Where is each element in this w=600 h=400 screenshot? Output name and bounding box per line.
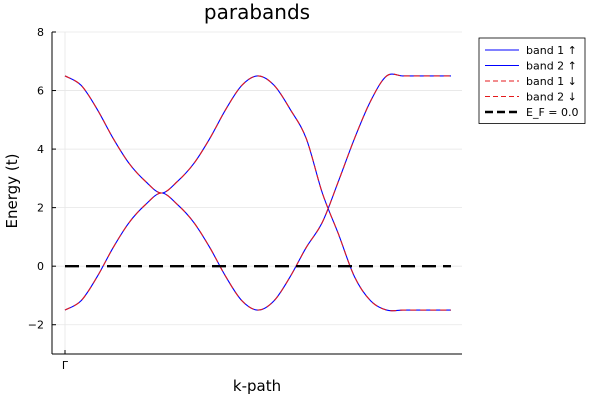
y-tick-label: 4 — [37, 143, 44, 156]
series-line-4 — [64, 75, 451, 312]
grid — [52, 31, 462, 354]
series-line-1 — [64, 73, 451, 311]
axes — [51, 31, 462, 355]
legend-label: band 1 ↑ — [526, 44, 577, 57]
chart-title: parabands — [204, 0, 310, 24]
x-tick-label: Γ — [62, 359, 69, 372]
series-line-3 — [64, 73, 451, 311]
y-axis-label: Energy (t) — [3, 154, 21, 229]
legend-label: E_F = 0.0 — [526, 106, 578, 119]
legend: band 1 ↑ band 2 ↑ band 1 ↓ band 2 ↓ E_F = 0.… — [478, 37, 586, 124]
legend-label: band 2 ↓ — [526, 91, 577, 104]
y-tick-label: 0 — [37, 260, 44, 273]
series-group — [64, 73, 451, 312]
y-tick-label: −2 — [28, 319, 44, 332]
y-tick-label: 6 — [37, 85, 44, 98]
legend-label: band 1 ↓ — [526, 75, 577, 88]
legend-label: band 2 ↑ — [526, 60, 577, 73]
series-line-2 — [64, 75, 451, 312]
y-tick-label: 8 — [37, 26, 44, 39]
x-axis-label: k-path — [233, 377, 281, 395]
y-tick-label: 2 — [37, 202, 44, 215]
tick-labels: −2 0 2 4 6 8 Γ — [28, 26, 69, 372]
